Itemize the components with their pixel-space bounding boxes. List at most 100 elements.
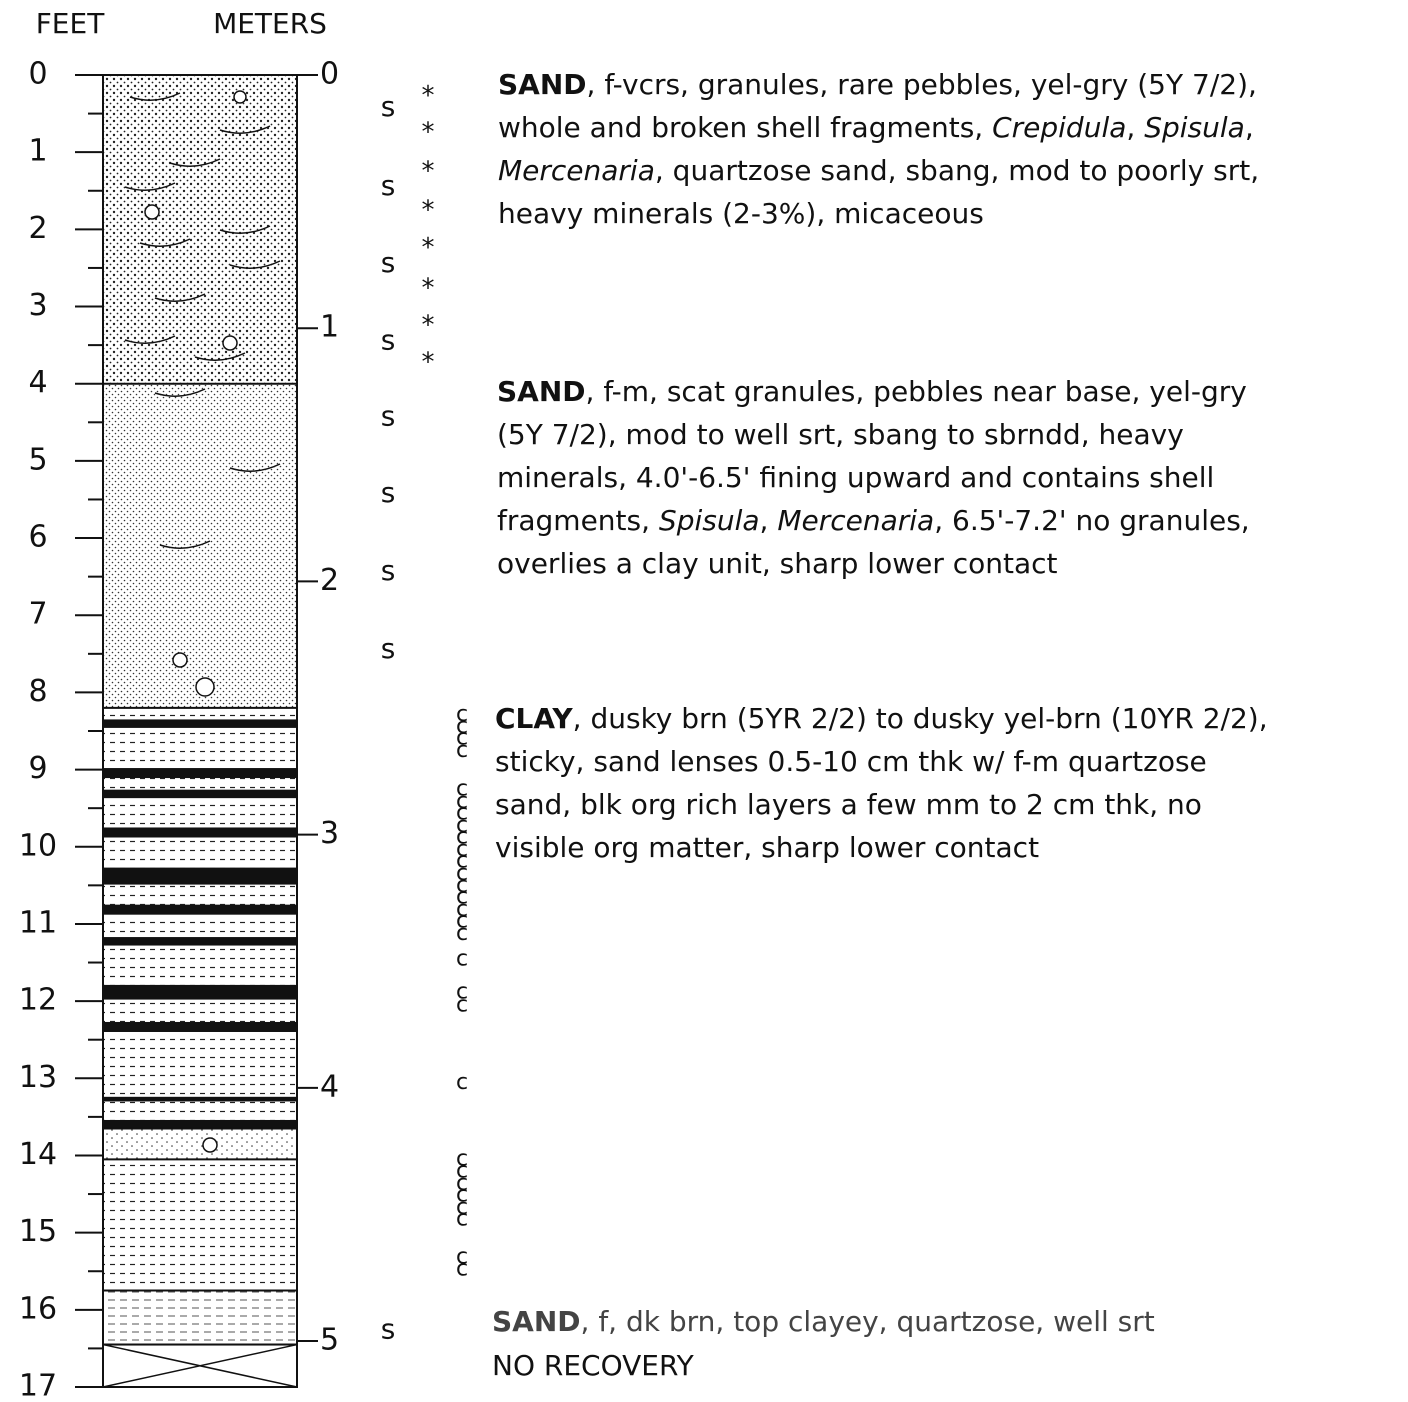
- feet-tick-label: 5: [28, 442, 47, 477]
- sample-marker: s: [381, 246, 396, 279]
- description-text: minerals, 4.0'-6.5' fining upward and co…: [497, 461, 1214, 494]
- sample-marker: s: [381, 632, 396, 665]
- description-text: ,: [760, 504, 778, 537]
- description-line: CLAY, dusky brn (5YR 2/2) to dusky yel-b…: [495, 697, 1268, 740]
- sample-marker: s: [381, 1313, 396, 1346]
- sample-marker: *: [422, 310, 435, 340]
- description-text: (5Y 7/2), mod to well srt, sbang to sbrn…: [497, 418, 1184, 451]
- description-line: overlies a clay unit, sharp lower contac…: [497, 542, 1250, 585]
- description-text: Spisula: [659, 504, 760, 537]
- sample-marker: s: [381, 323, 396, 356]
- sample-marker: *: [422, 347, 435, 377]
- pebble: [223, 336, 237, 350]
- sample-marker: s: [381, 476, 396, 509]
- feet-tick-label: 6: [28, 520, 47, 555]
- sample-marker: s: [381, 90, 396, 123]
- meter-tick-label: 4: [320, 1069, 339, 1104]
- description-text: sand, blk org rich layers a few mm to 2 …: [495, 788, 1202, 821]
- description-text: whole and broken shell fragments,: [498, 111, 992, 144]
- meter-tick-label: 5: [320, 1323, 339, 1358]
- sample-marker: c: [456, 946, 468, 971]
- description-text: Crepidula: [992, 111, 1126, 144]
- description: CLAY, dusky brn (5YR 2/2) to dusky yel-b…: [495, 697, 1268, 869]
- organic-layer: [103, 905, 297, 915]
- description-text: sticky, sand lenses 0.5-10 cm thk w/ f-m…: [495, 745, 1207, 778]
- page: FEET METERS 0123456789101112131415161701…: [0, 0, 1408, 1402]
- sample-marker: s: [381, 554, 396, 587]
- sample-marker: c: [456, 738, 468, 763]
- feet-tick-label: 4: [28, 365, 47, 400]
- unit-name: SAND: [497, 375, 586, 408]
- pebble: [203, 1138, 217, 1152]
- unit-name: CLAY: [495, 702, 573, 735]
- description-text: Mercenaria: [498, 154, 655, 187]
- organic-layer: [103, 1022, 297, 1032]
- feet-tick-label: 8: [28, 674, 47, 709]
- feet-tick-label: 1: [28, 134, 47, 169]
- description-line: visible org matter, sharp lower contact: [495, 826, 1268, 869]
- description-line: heavy minerals (2-3%), micaceous: [498, 192, 1259, 235]
- description-text: , f-vcrs, granules, rare pebbles, yel-gr…: [587, 68, 1257, 101]
- feet-header: FEET: [36, 7, 105, 40]
- organic-layer: [103, 1120, 297, 1128]
- unit-name: SAND: [492, 1305, 581, 1338]
- feet-tick-label: 15: [19, 1214, 57, 1249]
- description-text: visible org matter, sharp lower contact: [495, 831, 1039, 864]
- lithology-unit: [103, 1291, 297, 1345]
- sample-marker: c: [456, 1207, 468, 1232]
- feet-tick-label: 11: [19, 905, 57, 940]
- sample-marker: *: [422, 81, 435, 111]
- feet-tick-label: 16: [19, 1291, 57, 1326]
- description-line: sticky, sand lenses 0.5-10 cm thk w/ f-m…: [495, 740, 1268, 783]
- feet-tick-label: 0: [28, 57, 47, 92]
- description-text: NO RECOVERY: [492, 1349, 694, 1382]
- description: NO RECOVERY: [492, 1344, 694, 1387]
- lithology-unit: [103, 75, 297, 384]
- unit-name: SAND: [498, 68, 587, 101]
- description-line: sand, blk org rich layers a few mm to 2 …: [495, 783, 1268, 826]
- feet-tick-label: 2: [28, 211, 47, 246]
- organic-layer: [103, 985, 297, 1000]
- description-text: fragments,: [497, 504, 659, 537]
- meter-tick-label: 1: [320, 310, 339, 345]
- lithology-unit: [103, 1128, 297, 1159]
- meters-header: METERS: [213, 7, 327, 40]
- description-line: NO RECOVERY: [492, 1344, 694, 1387]
- description-text: heavy minerals (2-3%), micaceous: [498, 197, 984, 230]
- description-text: Mercenaria: [777, 504, 934, 537]
- description-line: whole and broken shell fragments, Crepid…: [498, 106, 1259, 149]
- feet-tick-label: 9: [28, 751, 47, 786]
- organic-layer: [103, 937, 297, 945]
- description-text: , 6.5'-7.2' no granules,: [934, 504, 1249, 537]
- pebble: [196, 678, 214, 696]
- sample-marker: c: [456, 1257, 468, 1282]
- description: SAND, f-vcrs, granules, rare pebbles, ye…: [498, 63, 1259, 235]
- description-text: overlies a clay unit, sharp lower contac…: [497, 547, 1058, 580]
- description: SAND, f-m, scat granules, pebbles near b…: [497, 370, 1250, 585]
- organic-layer: [103, 719, 297, 727]
- description-text: Spisula: [1144, 111, 1245, 144]
- sample-marker: *: [422, 117, 435, 147]
- feet-tick-label: 7: [28, 597, 47, 632]
- description-line: SAND, f, dk brn, top clayey, quartzose, …: [492, 1300, 1155, 1343]
- description-line: SAND, f-m, scat granules, pebbles near b…: [497, 370, 1250, 413]
- organic-layer: [103, 1097, 297, 1102]
- feet-tick-label: 13: [19, 1060, 57, 1095]
- pebble: [234, 91, 246, 103]
- meter-tick-label: 2: [320, 563, 339, 598]
- sample-marker: s: [381, 169, 396, 202]
- description-line: fragments, Spisula, Mercenaria, 6.5'-7.2…: [497, 499, 1250, 542]
- sample-marker: *: [422, 233, 435, 263]
- description-line: (5Y 7/2), mod to well srt, sbang to sbrn…: [497, 413, 1250, 456]
- description-text: ,: [1126, 111, 1144, 144]
- description: SAND, f, dk brn, top clayey, quartzose, …: [492, 1300, 1155, 1343]
- feet-tick-label: 3: [28, 288, 47, 323]
- feet-tick-label: 12: [19, 983, 57, 1018]
- sample-marker: c: [456, 921, 468, 946]
- description-line: SAND, f-vcrs, granules, rare pebbles, ye…: [498, 63, 1259, 106]
- organic-layer: [103, 790, 297, 798]
- meter-tick-label: 0: [320, 57, 339, 92]
- sample-marker: c: [456, 1070, 468, 1095]
- sample-marker: c: [456, 993, 468, 1018]
- sample-marker: *: [422, 157, 435, 187]
